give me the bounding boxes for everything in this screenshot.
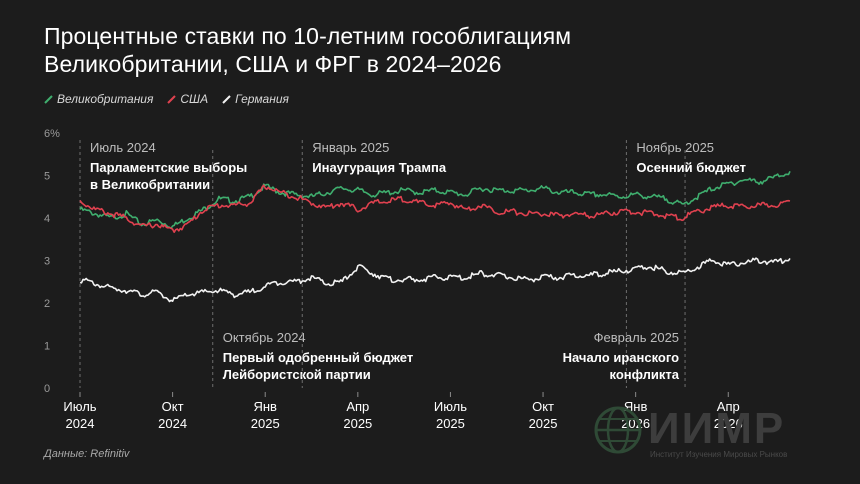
chart-title: Процентные ставки по 10-летним гособлига… [44,22,824,78]
y-tick-label: 2 [44,298,50,310]
y-tick-label: 5 [44,171,50,183]
x-tick-label: Окт [162,399,184,414]
legend-item-de: Германия [222,92,289,106]
x-tick-label: 2024 [66,416,95,431]
logo: ИИМР Институт Изучения Мировых Рынков [592,404,832,468]
legend-label-de: Германия [235,92,289,106]
source-note: Данные: Refinitiv [44,448,130,460]
legend-item-uk: Великобритания [44,92,153,106]
x-tick-label: 2025 [529,416,558,431]
annotation-text: Первый одобренный бюджет [223,350,413,365]
y-tick-label: 4 [44,213,50,225]
x-tick-label: 2024 [158,416,187,431]
annotation-text: Осенний бюджет [636,160,746,175]
logo-subtitle: Институт Изучения Мировых Рынков [650,450,788,459]
x-tick-label: Апр [717,399,740,414]
chart-title-line-1: Процентные ставки по 10-летним гособлига… [44,23,572,49]
legend-slash-icon [167,94,177,104]
legend-slash-icon [44,94,53,104]
x-tick-label: Июль [63,399,96,414]
x-tick-label: Июль [434,399,467,414]
annotation-text: Начало иранского [563,350,679,365]
y-tick-label: 6% [44,128,60,140]
legend-label-uk: Великобритания [57,92,154,106]
legend-slash-icon [222,94,231,104]
annotation-date: Февраль 2025 [594,330,679,345]
legend-label-us: США [180,92,209,106]
y-tick-label: 3 [44,256,50,268]
chart-title-line-2: Великобритании, США и ФРГ в 2024–2026 [44,51,502,77]
series-line [79,257,791,303]
x-tick-label: Окт [532,399,554,414]
globe-icon [594,406,642,454]
x-tick-label: 2025 [436,416,465,431]
series-line [79,184,791,233]
legend-item-us: США [167,92,208,106]
annotation-text: Инаугурация Трампа [312,160,447,175]
x-tick-label: 2025 [343,416,372,431]
annotation-text: Парламентские выборы [90,160,247,175]
x-tick-label: 2025 [251,416,280,431]
logo-wordmark: ИИМР [648,404,786,453]
annotation-date: Октябрь 2024 [223,330,306,345]
y-tick-label: 0 [44,383,50,395]
annotation-date: Январь 2025 [312,140,389,155]
annotation-text: Лейбористской партии [223,367,371,382]
series-line [79,170,791,230]
x-tick-label: Апр [346,399,369,414]
legend: Великобритания США Германия [44,92,289,106]
annotation-date: Июль 2024 [90,140,156,155]
y-tick-label: 1 [44,341,50,353]
annotation-date: Ноябрь 2025 [636,140,714,155]
x-tick-label: 2026 [714,416,743,431]
annotation-text: в Великобритании [90,177,210,192]
x-tick-label: Янв [253,399,277,414]
annotation-text: конфликта [609,367,679,382]
